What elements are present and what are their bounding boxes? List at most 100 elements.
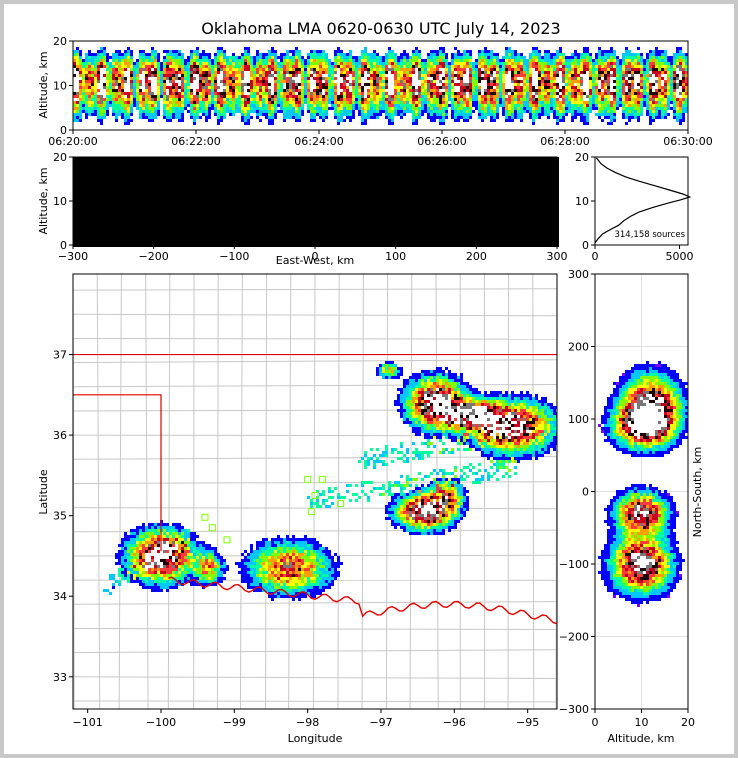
time-height-cell [517,116,520,119]
time-height-cell [538,62,541,65]
time-height-cell [79,104,82,107]
time-height-cell [388,77,391,80]
time-height-cell [520,65,523,68]
time-height-cell [352,98,355,101]
time-height-cell [106,74,109,77]
time-height-cell [484,95,487,98]
time-height-cell [583,113,586,116]
time-height-cell [214,83,217,86]
time-height-cell [322,74,325,77]
time-height-cell [127,86,130,89]
time-height-cell [322,95,325,98]
time-height-cell [100,86,103,89]
time-height-cell [244,56,247,59]
time-height-cell [622,89,625,92]
time-height-cell [79,74,82,77]
time-height-cell [130,53,133,56]
ew-height-cell [415,163,418,166]
time-height-cell [583,98,586,101]
time-height-cell [97,50,100,53]
time-height-cell [223,77,226,80]
time-height-cell [547,62,550,65]
time-height-cell [241,65,244,68]
time-height-cell [655,56,658,59]
time-height-cell [154,80,157,83]
time-height-cell [301,104,304,107]
time-height-cell [469,98,472,101]
time-height-cell [193,68,196,71]
time-height-cell [592,107,595,110]
time-height-cell [556,116,559,119]
ew-height-cell [172,163,175,166]
time-height-cell [520,119,523,122]
time-height-cell [577,104,580,107]
time-height-cell [589,83,592,86]
time-height-cell [97,98,100,101]
time-height-cell [424,95,427,98]
time-height-cell [457,95,460,98]
ew-height-cell [166,160,169,163]
time-height-cell [673,56,676,59]
time-height-cell [436,110,439,113]
time-height-cell [664,113,667,116]
time-height-cell [241,59,244,62]
time-height-cell [259,110,262,113]
time-height-cell [394,80,397,83]
time-height-cell [163,92,166,95]
time-height-cell [100,104,103,107]
time-height-cell [229,65,232,68]
ew-height-cell [349,163,352,166]
time-height-cell [511,119,514,122]
time-height-cell [421,107,424,110]
time-height-cell [157,95,160,98]
time-height-cell [499,77,502,80]
time-height-cell [643,83,646,86]
time-height-cell [655,101,658,104]
time-height-cell [97,116,100,119]
time-height-cell [280,98,283,101]
time-height-cell [334,65,337,68]
time-height-cell [115,59,118,62]
time-height-cell [439,65,442,68]
time-height-cell [124,104,127,107]
ew-height-cell [154,163,157,166]
time-height-cell [250,89,253,92]
time-height-cell [529,110,532,113]
time-height-cell [322,77,325,80]
time-height-cell [250,77,253,80]
time-height-cell [82,89,85,92]
time-height-cell [418,92,421,95]
time-height-cell [346,95,349,98]
time-height-cell [283,107,286,110]
time-height-cell [616,59,619,62]
time-height-cell [574,101,577,104]
time-height-cell [319,80,322,83]
time-height-cell [388,50,391,53]
ew-height-cell [217,160,220,163]
ew-height-cell [265,160,268,163]
time-height-cell [541,62,544,65]
time-height-cell [163,89,166,92]
time-height-cell [241,53,244,56]
time-height-cell [649,83,652,86]
time-height-cell [439,89,442,92]
time-height-cell [436,65,439,68]
ew-height-cell [274,163,277,166]
time-height-cell [181,113,184,116]
time-height-cell [367,68,370,71]
time-height-cell [613,89,616,92]
time-height-cell [391,95,394,98]
time-height-cell [244,89,247,92]
time-height-cell [568,80,571,83]
time-height-cell [679,104,682,107]
ew-height-cell [187,160,190,163]
time-height-cell [682,101,685,104]
time-height-cell [355,101,358,104]
time-height-cell [550,74,553,77]
time-height-cell [163,59,166,62]
time-height-cell [268,71,271,74]
time-height-cell [502,80,505,83]
time-height-cell [460,68,463,71]
time-height-cell [286,65,289,68]
time-height-cell [454,53,457,56]
